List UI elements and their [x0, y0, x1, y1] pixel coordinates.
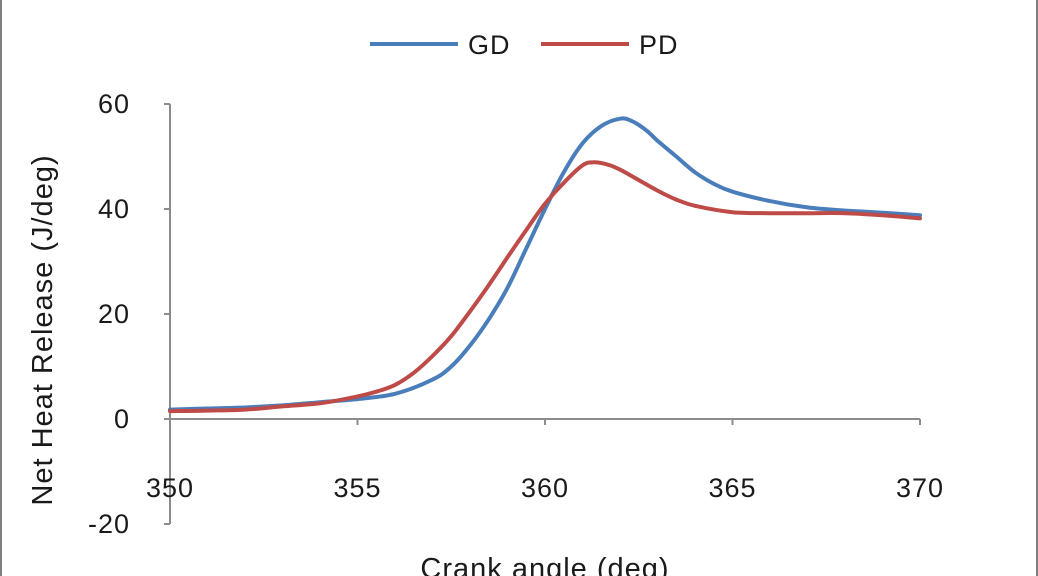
- series-line-pd: [168, 160, 922, 414]
- legend-label-gd: GD: [468, 30, 511, 60]
- series-line-gd: [168, 116, 922, 412]
- x-axis-title: Crank angle (deg): [420, 553, 669, 576]
- legend-label-pd: PD: [639, 30, 679, 60]
- y-tick-label: 0: [114, 404, 130, 434]
- legend: GD PD: [370, 30, 679, 60]
- y-tick-label: -20: [88, 509, 130, 539]
- x-tick-label: 365: [708, 473, 756, 503]
- y-tick-label: 60: [98, 89, 130, 119]
- y-tick-label: 40: [98, 194, 130, 224]
- axes: -20 0 20 40 60 350 355 360 365 370: [88, 89, 944, 539]
- x-tick-label: 350: [146, 473, 194, 503]
- x-tick-label: 370: [896, 473, 944, 503]
- x-tick-label: 360: [521, 473, 569, 503]
- x-tick-label: 355: [333, 473, 381, 503]
- y-axis-title: Net Heat Release (J/deg): [27, 154, 59, 505]
- series-layer: [168, 116, 922, 414]
- y-tick-label: 20: [98, 299, 130, 329]
